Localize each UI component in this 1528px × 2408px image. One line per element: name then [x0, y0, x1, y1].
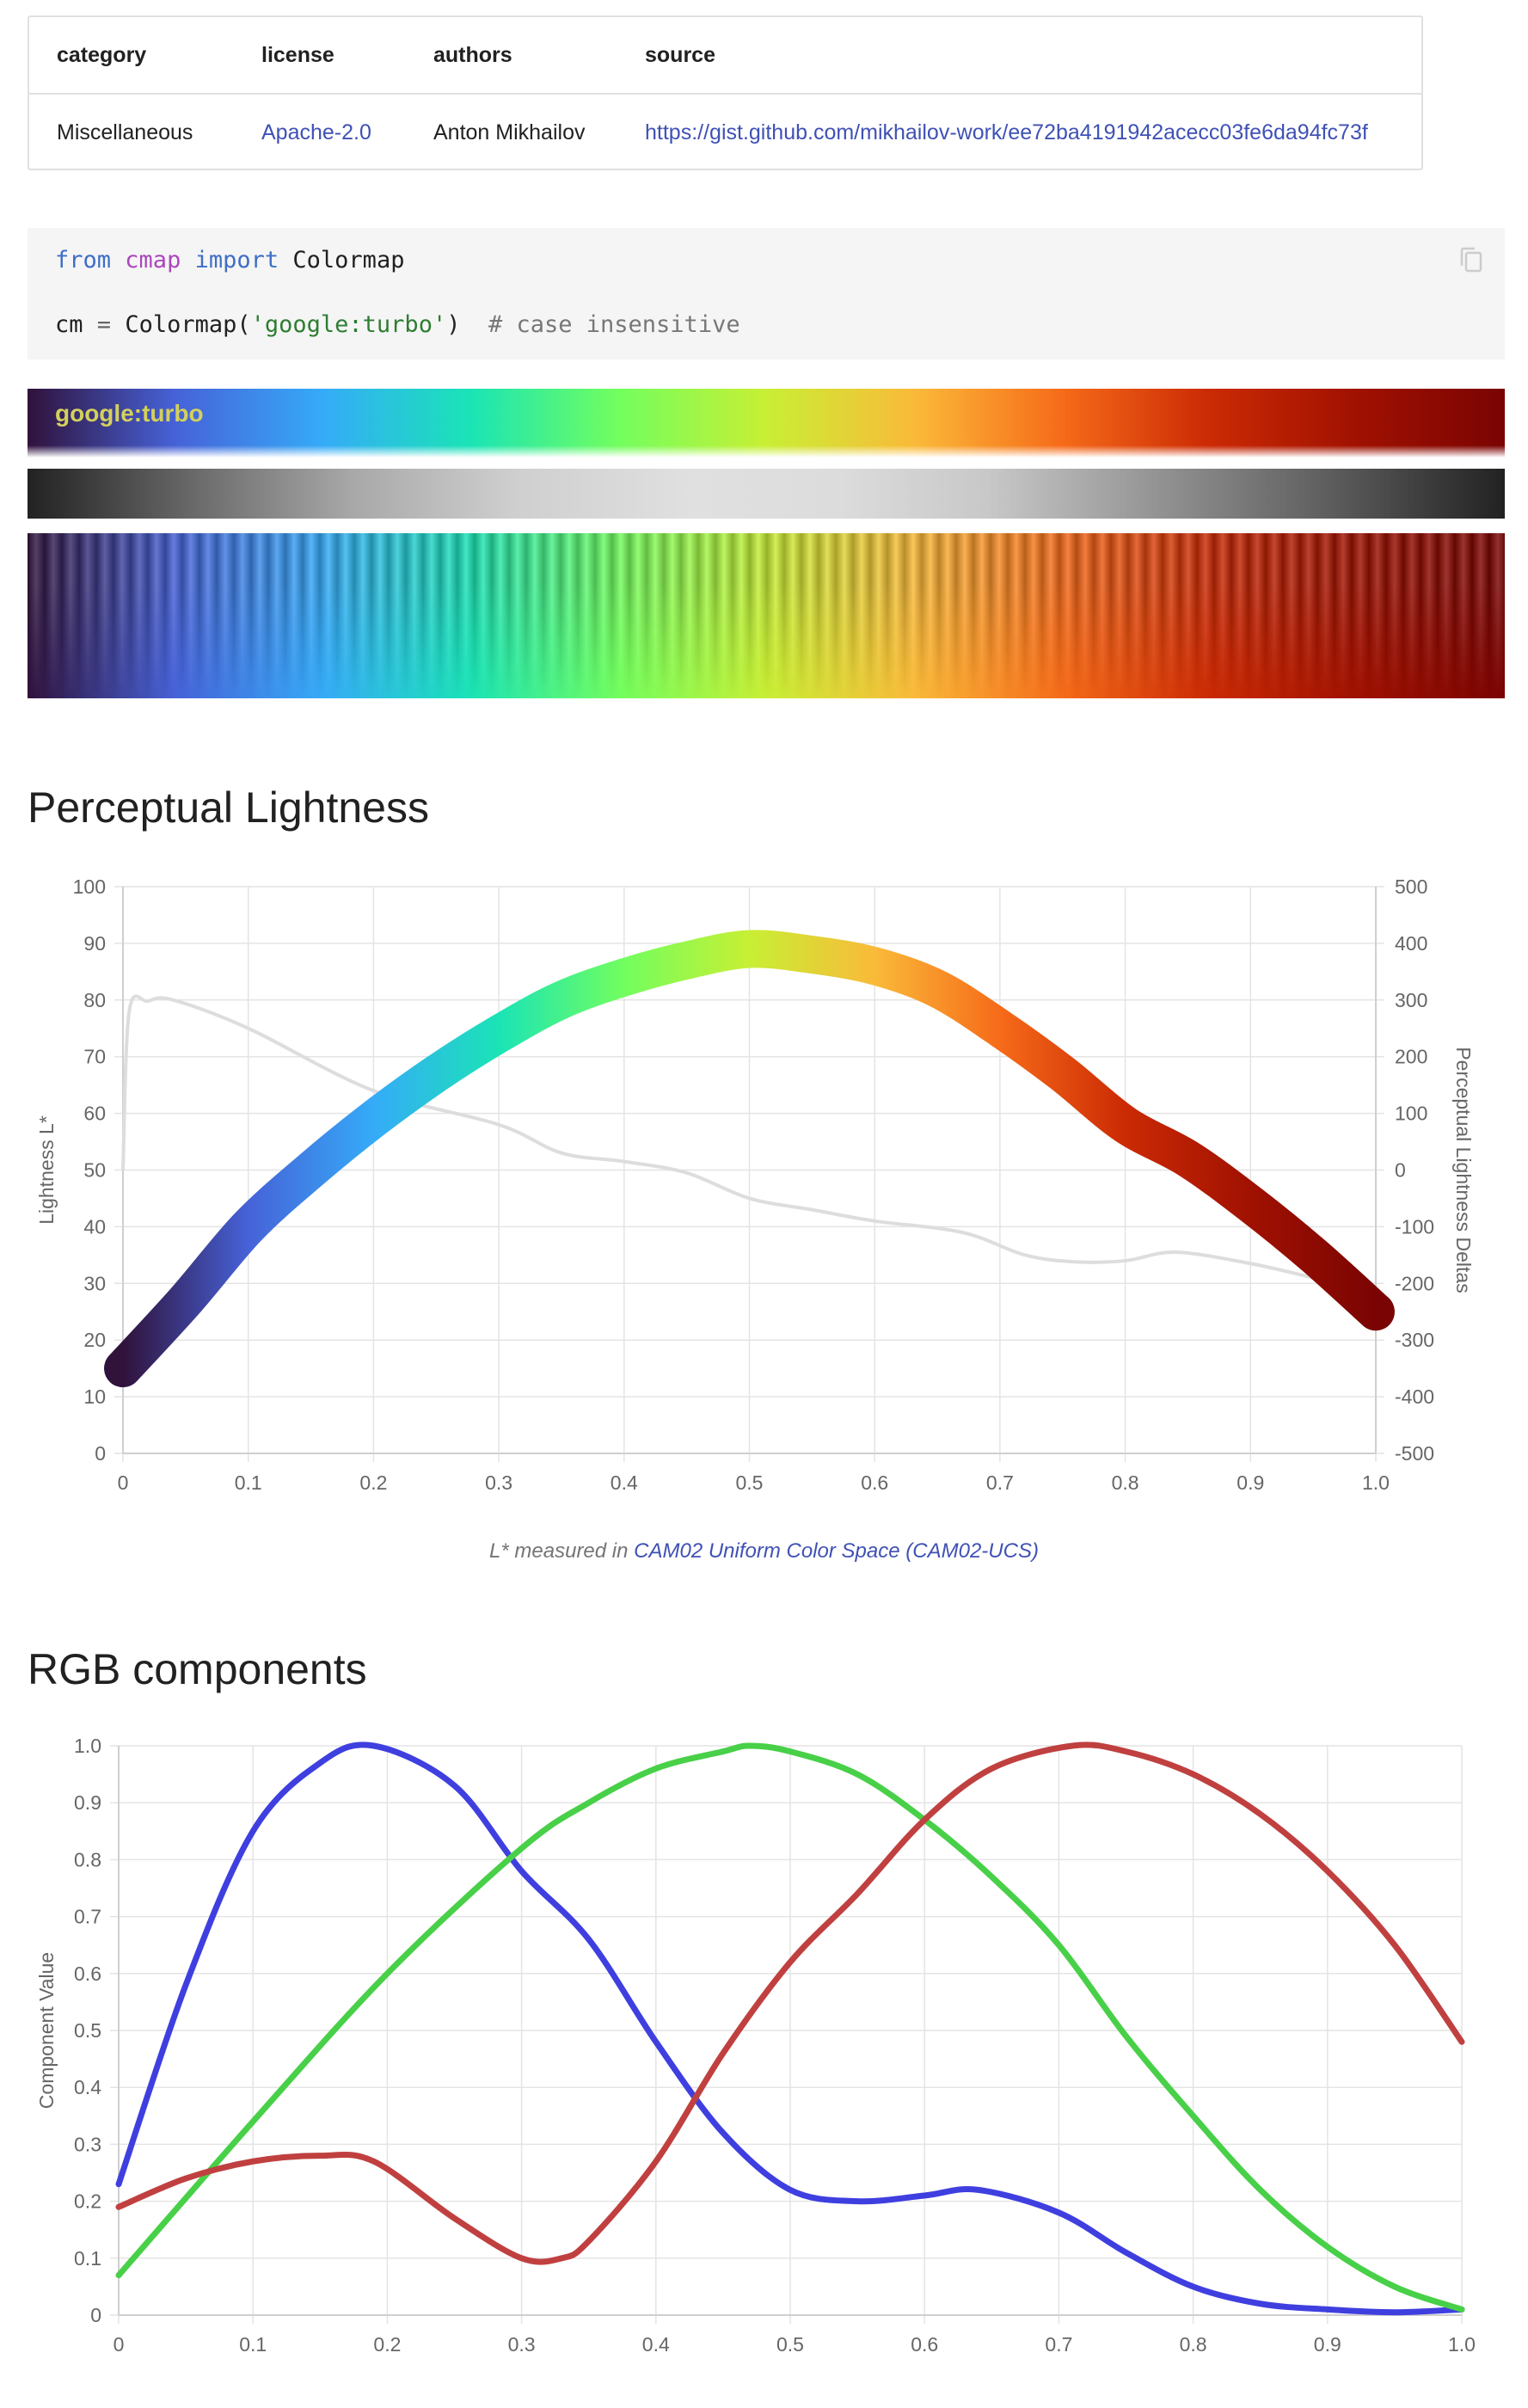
y2-tick-label: 300 — [1395, 989, 1427, 1011]
y-tick-label: 0 — [95, 1442, 106, 1465]
y-tick-label: 30 — [83, 1272, 106, 1294]
x-tick-label: 1.0 — [1448, 2333, 1476, 2356]
y-tick-label: 0 — [90, 2304, 101, 2326]
y-tick-label: 0.6 — [74, 1963, 101, 1985]
x-tick-label: 0.5 — [776, 2333, 804, 2356]
x-tick-label: 0.4 — [611, 1471, 638, 1494]
code-line-import: from cmap import Colormap — [55, 247, 405, 273]
x-tick-label: 0 — [118, 1471, 129, 1494]
y-tick-label: 60 — [83, 1103, 106, 1125]
lightness-section-title: Perceptual Lightness — [28, 783, 429, 832]
y2-tick-label: -300 — [1395, 1329, 1434, 1351]
y-tick-label: 20 — [83, 1329, 106, 1351]
x-tick-label: 0.8 — [1180, 2333, 1207, 2356]
colormap-bar: google:turbo — [28, 389, 1505, 458]
y-tick-label: 0.9 — [74, 1791, 101, 1814]
table-row: Miscellaneous Apache-2.0 Anton Mikhailov… — [29, 94, 1421, 170]
y-axis-title: Lightness L* — [35, 1115, 58, 1225]
y-axis-title: Component Value — [35, 1952, 58, 2109]
y2-axis-title: Perceptual Lightness Deltas — [1452, 1047, 1475, 1293]
green-component-line — [115, 1742, 1465, 2313]
license-link[interactable]: Apache-2.0 — [261, 120, 371, 144]
info-table: category license authors source Miscella… — [28, 15, 1423, 170]
y-tick-label: 0.2 — [74, 2190, 101, 2213]
cam02-link[interactable]: CAM02 Uniform Color Space (CAM02-UCS) — [634, 1539, 1039, 1563]
grayscale-bar — [28, 469, 1505, 519]
y2-tick-label: 500 — [1395, 875, 1427, 898]
y-tick-label: 40 — [83, 1215, 106, 1238]
y-tick-label: 50 — [83, 1159, 106, 1182]
code-block: from cmap import Colormap cm = Colormap(… — [28, 228, 1505, 359]
y2-tick-label: 0 — [1395, 1159, 1406, 1182]
y-tick-label: 0.5 — [74, 2019, 101, 2042]
y2-tick-label: -100 — [1395, 1215, 1434, 1238]
y-tick-label: 100 — [73, 875, 106, 898]
source-link[interactable]: https://gist.github.com/mikhailov-work/e… — [645, 120, 1368, 144]
y-tick-label: 90 — [83, 932, 106, 955]
x-tick-label: 0.9 — [1237, 1471, 1264, 1494]
x-tick-label: 1.0 — [1362, 1471, 1390, 1494]
y-tick-label: 0.3 — [74, 2133, 101, 2155]
x-tick-label: 0.1 — [239, 2333, 267, 2356]
x-tick-label: 0 — [114, 2333, 125, 2356]
lightness-line — [104, 930, 1395, 1388]
x-tick-label: 0.3 — [485, 1471, 512, 1494]
header-authors: authors — [406, 17, 617, 95]
rgb-chart: 0 0.1 0.2 0.3 0.4 0.5 0.6 0.7 0.8 0.9 1.0 0 0.1 0.2 0.… — [35, 1735, 1476, 2356]
y-tick-label: 1.0 — [74, 1735, 101, 1757]
lightness-delta-line — [121, 994, 1377, 1294]
y2-tick-label: -400 — [1395, 1385, 1434, 1408]
x-tick-label: 0.9 — [1314, 2333, 1341, 2356]
x-tick-label: 0.6 — [911, 2333, 938, 2356]
lightness-chart: 0 0.1 0.2 0.3 0.4 0.5 0.6 0.7 0.8 0.9 1.0 0 -500 10 -4… — [35, 875, 1475, 1494]
y-tick-label: 0.1 — [74, 2247, 101, 2270]
x-tick-label: 0.7 — [1045, 2333, 1072, 2356]
y2-tick-label: 200 — [1395, 1046, 1427, 1068]
header-license: license — [234, 17, 406, 95]
y2-tick-label: -500 — [1395, 1442, 1434, 1465]
copy-icon[interactable] — [1458, 245, 1484, 274]
authors-value: Anton Mikhailov — [433, 120, 586, 144]
y-tick-label: 80 — [83, 989, 106, 1011]
x-tick-label: 0.2 — [359, 1471, 387, 1494]
x-tick-label: 0.6 — [861, 1471, 888, 1494]
x-tick-label: 0.3 — [508, 2333, 536, 2356]
y-tick-label: 70 — [83, 1046, 106, 1068]
y2-tick-label: -200 — [1395, 1272, 1434, 1294]
y-tick-label: 0.7 — [74, 1906, 101, 1928]
table-header-row: category license authors source — [29, 17, 1421, 95]
code-line-assign: cm = Colormap('google:turbo') # case ins… — [55, 311, 740, 338]
x-tick-label: 0.8 — [1112, 1471, 1139, 1494]
red-component-line — [115, 1742, 1465, 2265]
category-value: Miscellaneous — [57, 120, 193, 144]
colormap-test-pattern — [28, 533, 1505, 698]
x-tick-label: 0.4 — [642, 2333, 670, 2356]
y-tick-label: 0.8 — [74, 1848, 101, 1870]
rgb-section-title: RGB components — [28, 1645, 367, 1693]
y2-tick-label: 400 — [1395, 932, 1427, 955]
header-category: category — [29, 17, 234, 95]
y2-tick-label: 100 — [1395, 1103, 1427, 1125]
y-tick-label: 10 — [83, 1385, 106, 1408]
y-tick-label: 0.4 — [74, 2076, 101, 2098]
colormap-name-label: google:turbo — [55, 400, 204, 427]
x-tick-label: 0.2 — [373, 2333, 401, 2356]
x-tick-label: 0.1 — [235, 1471, 262, 1494]
lightness-caption: L* measured in CAM02 Uniform Color Space… — [489, 1539, 1039, 1563]
header-source: source — [617, 17, 1421, 95]
blue-component-line — [115, 1742, 1465, 2316]
x-tick-label: 0.7 — [986, 1471, 1014, 1494]
x-tick-label: 0.5 — [736, 1471, 764, 1494]
